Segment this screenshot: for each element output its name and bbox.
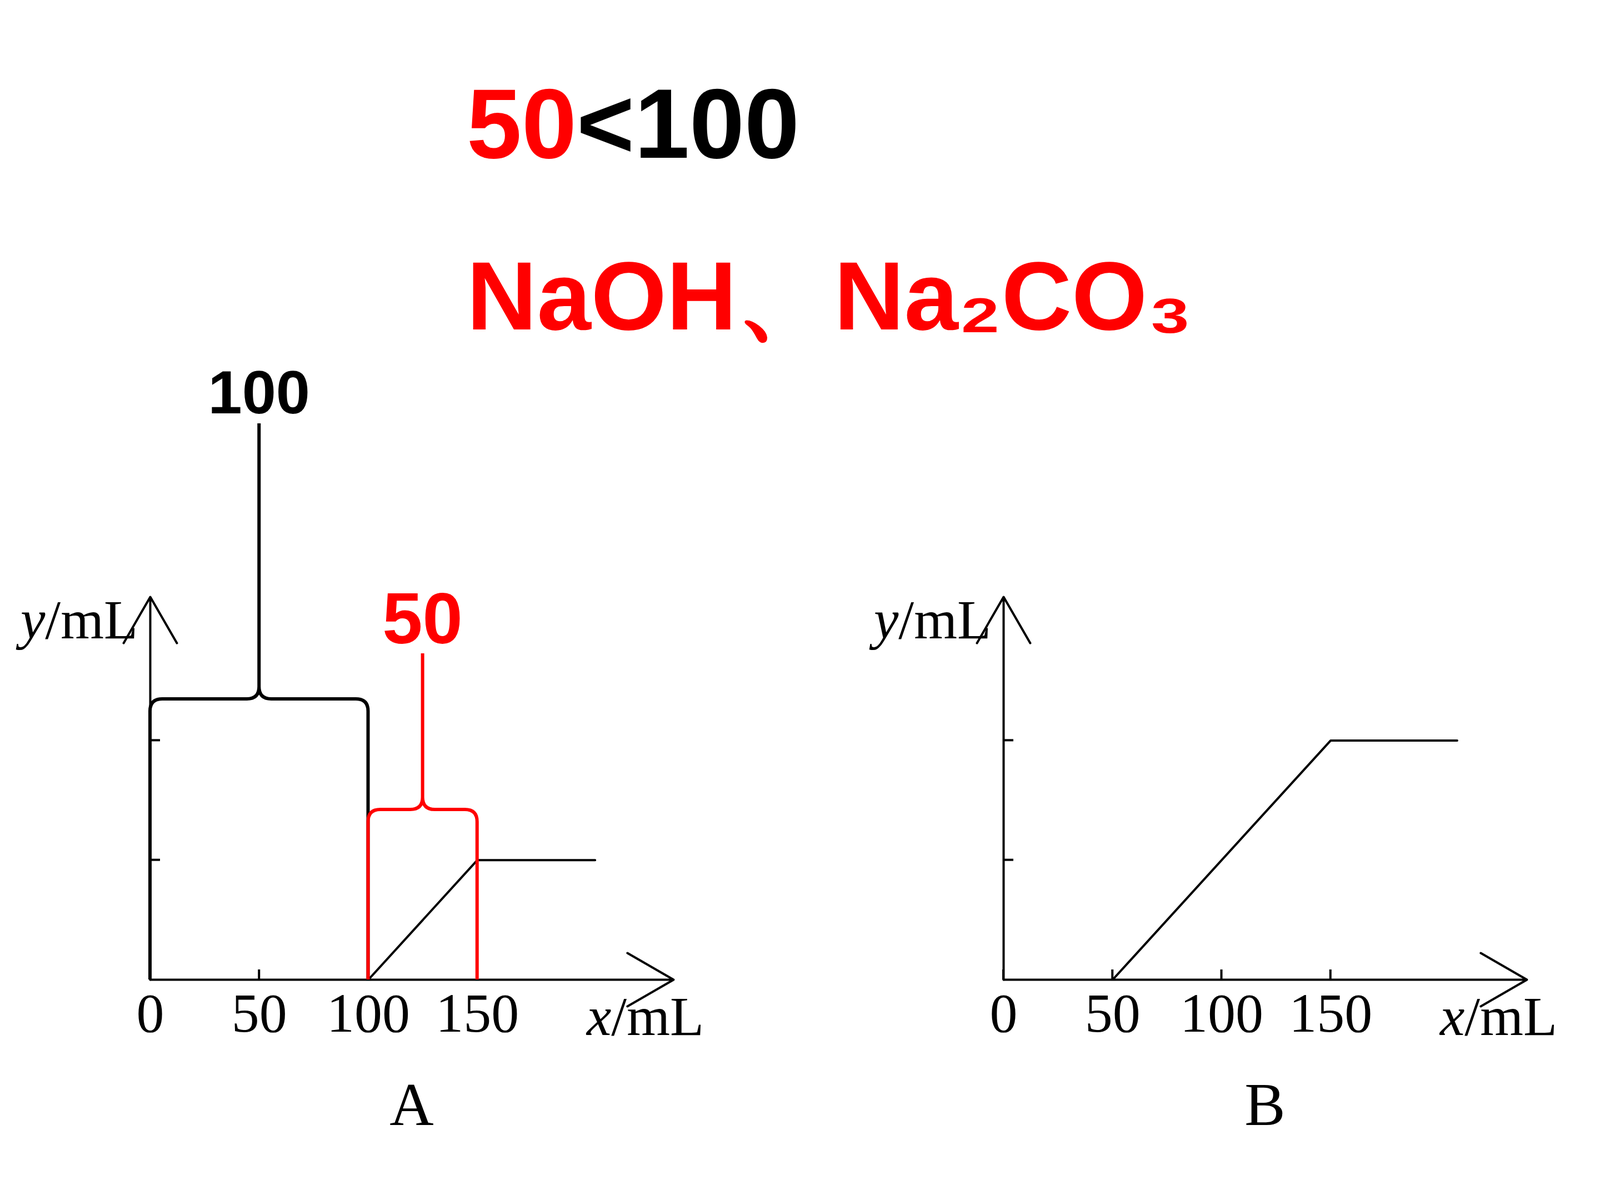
html-text:NaOH、Na₂CO₃: NaOH、Na₂CO₃ — [466, 241, 1193, 350]
svg-text:50: 50 — [382, 577, 463, 659]
html-text:B: B — [1244, 1070, 1286, 1139]
svg-text:50: 50 — [1085, 982, 1141, 1044]
svg-text:100: 100 — [207, 357, 310, 427]
svg-text:150: 150 — [435, 982, 519, 1044]
svg-text:100: 100 — [1180, 982, 1264, 1044]
svg-text:y/mL: y/mL — [15, 588, 138, 651]
svg-text:100: 100 — [326, 982, 410, 1044]
svg-text:50: 50 — [231, 982, 288, 1044]
svg-text:y/mL: y/mL — [868, 588, 992, 651]
svg-text:0: 0 — [990, 982, 1018, 1044]
html-text:A: A — [389, 1070, 434, 1139]
svg-text:x/mL: x/mL — [1438, 985, 1558, 1048]
svg-text:150: 150 — [1288, 982, 1373, 1044]
svg-text:x/mL: x/mL — [585, 985, 704, 1048]
html-text:50 <100: 50 <100 — [466, 68, 800, 179]
svg-text:0: 0 — [136, 982, 165, 1044]
